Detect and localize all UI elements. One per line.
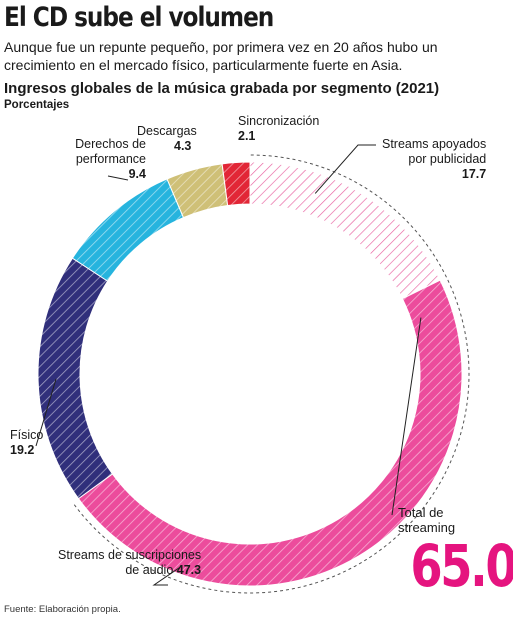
leader-line-physical (35, 378, 57, 447)
slice-label-name-row: de audio 47.3 (58, 563, 201, 578)
units-label: Porcentajes (4, 99, 70, 111)
slice-label-name: Streams de suscripciones (58, 548, 202, 562)
slice-label-name: Sincronización (238, 114, 320, 128)
slice-label-value: 17.7 (461, 167, 487, 181)
donut-slice (37, 257, 114, 500)
donut-slice-texture (250, 162, 441, 299)
donut-slice-texture (37, 258, 113, 499)
donut-slice (221, 161, 251, 207)
donut-slice-texture (72, 178, 184, 282)
total-streaming-label: Total de streaming (398, 505, 508, 535)
slice-label: Físico 19.2 (10, 428, 43, 458)
donut-slice-texture (78, 280, 463, 587)
total-streaming-callout: Total de streaming 65.0 (386, 505, 513, 600)
donut-slice-edge (221, 161, 251, 207)
total-streaming-label-line: Total de (398, 505, 444, 520)
leader-line-performance (107, 175, 129, 181)
streaming-total-bracket (72, 154, 470, 594)
leader-line-ads (314, 144, 376, 194)
chart-title: Ingresos globales de la música grabada p… (4, 80, 440, 97)
donut-slice-edge (77, 279, 463, 587)
slice-label-name: Derechos de (75, 137, 146, 151)
donut-slice (166, 163, 229, 219)
donut-slice (71, 178, 185, 282)
total-streaming-label-line: streaming (398, 520, 456, 535)
slice-label-value: 47.3 (176, 563, 202, 577)
slice-label: Descargas 4.3 (137, 124, 197, 154)
slice-label: Streams de suscripciones de audio 47.3 (58, 548, 201, 578)
donut-slice (249, 161, 441, 300)
slice-label-name: performance (75, 152, 146, 166)
slice-label: Derechos de performance 9.4 (46, 137, 146, 182)
leader-line-subscriptions (152, 567, 180, 586)
leader-lines (35, 144, 470, 594)
slice-label-value: 9.4 (128, 167, 146, 181)
donut-slices (37, 161, 463, 587)
slice-label-value: 2.1 (238, 129, 256, 143)
slice-label: Sincronización 2.1 (238, 114, 319, 144)
leader-line-total (391, 317, 422, 516)
source-note: Fuente: Elaboración propia. (4, 604, 121, 615)
slice-label-name: por publicidad (408, 152, 487, 166)
slice-label-name: Streams apoyados (382, 137, 487, 151)
deck: Aunque fue un repunte pequeño, por prime… (4, 39, 438, 73)
slice-label-name: de audio (125, 563, 174, 577)
total-streaming-value: 65.0 (410, 532, 513, 600)
slice-label-name: Descargas (137, 124, 197, 138)
donut-slice-texture (167, 163, 228, 218)
slice-label: Streams apoyados por publicidad 17.7 (382, 137, 486, 182)
slice-label-value: 19.2 (10, 443, 35, 457)
slice-label-name: Físico (10, 428, 44, 442)
donut-slice-texture (222, 162, 250, 206)
headline: El CD sube el volumen (4, 2, 274, 33)
donut-slice (77, 279, 463, 587)
slice-label-value: 4.3 (174, 139, 192, 153)
